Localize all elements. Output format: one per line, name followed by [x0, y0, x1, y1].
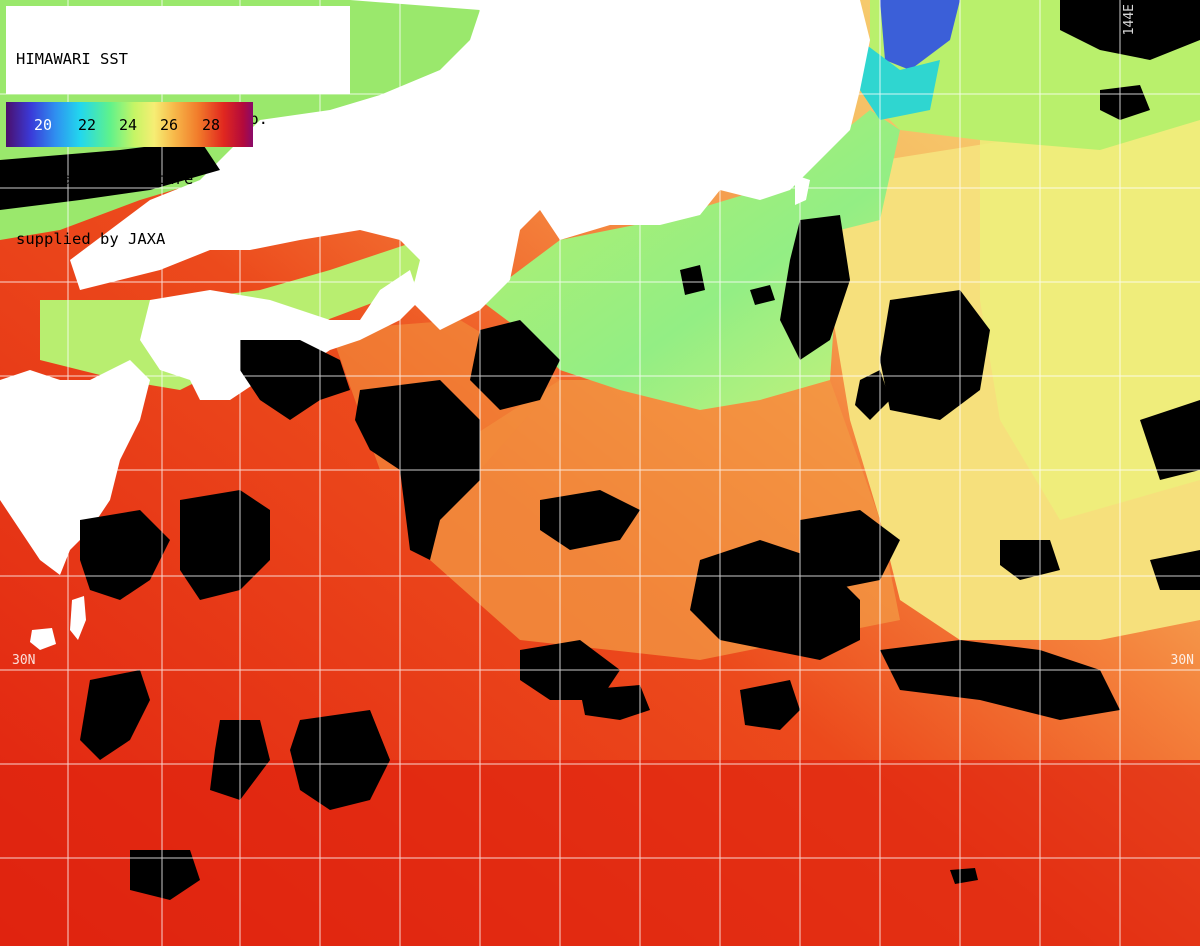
land-honshu: [70, 0, 870, 330]
cloud-scatter-1: [1000, 540, 1060, 580]
cloud-tokai: [470, 320, 560, 410]
cloud-kii-2: [240, 340, 350, 420]
land-izu-tip: [795, 175, 810, 205]
cloud-mid-small: [580, 685, 650, 720]
cloud-south-1: [950, 868, 978, 884]
title-line-4: supplied by JAXA: [16, 230, 166, 248]
sea-south: [0, 760, 1200, 946]
land-kyushu: [0, 360, 150, 575]
cloud-central-3: [540, 490, 640, 550]
colorbar-tick-28: 28: [202, 116, 221, 134]
cloud-inland-1: [680, 265, 705, 295]
title-line-3: Kanagawa Prefecture: [16, 170, 194, 188]
cloud-inland-2: [750, 285, 775, 305]
cloud-east-lobe-2: [780, 215, 850, 360]
colorbar-tick-20: 20: [34, 116, 53, 134]
sea-cool-east-2: [980, 100, 1200, 520]
cloud-central-2: [800, 510, 900, 590]
colorbar: 20 22 24 26 28: [6, 102, 253, 147]
title-box: HIMAWARI SST 2025/10/17 18(UTC) 3H Comp.…: [6, 6, 350, 248]
title-line-1: HIMAWARI SST: [16, 50, 128, 68]
land-yakushima: [30, 628, 56, 650]
cloud-top-ne: [1060, 0, 1200, 60]
cloud-nw-strip: [0, 140, 220, 210]
cloud-tosa-north: [180, 490, 270, 600]
land-shikoku: [140, 270, 420, 400]
lat-label-right: 30N: [1170, 653, 1194, 668]
land: [0, 0, 870, 650]
cloud-sw-4: [130, 850, 200, 900]
cloud-ryukyu: [80, 510, 170, 600]
lat-label-left: 30N: [12, 653, 36, 668]
lon-label-top: 144E: [1122, 4, 1137, 36]
colorbar-tick-24: 24: [119, 116, 138, 134]
cloud-sw-1: [80, 670, 150, 760]
sea-cold-blue: [880, 0, 960, 70]
cloud-top-ne-3: [1140, 400, 1200, 480]
colorbar-tick-22: 22: [78, 116, 97, 134]
cloud-band-30n: [880, 640, 1120, 720]
cloud-scatter-2: [1150, 550, 1200, 590]
cloud-kii-channel: [855, 370, 890, 420]
cloud-east-lobe: [880, 290, 990, 420]
cloud-mid-south: [740, 680, 800, 730]
colorbar-tick-26: 26: [160, 116, 179, 134]
cloud-sw-3: [290, 710, 390, 810]
land-tanegashima: [70, 596, 86, 640]
